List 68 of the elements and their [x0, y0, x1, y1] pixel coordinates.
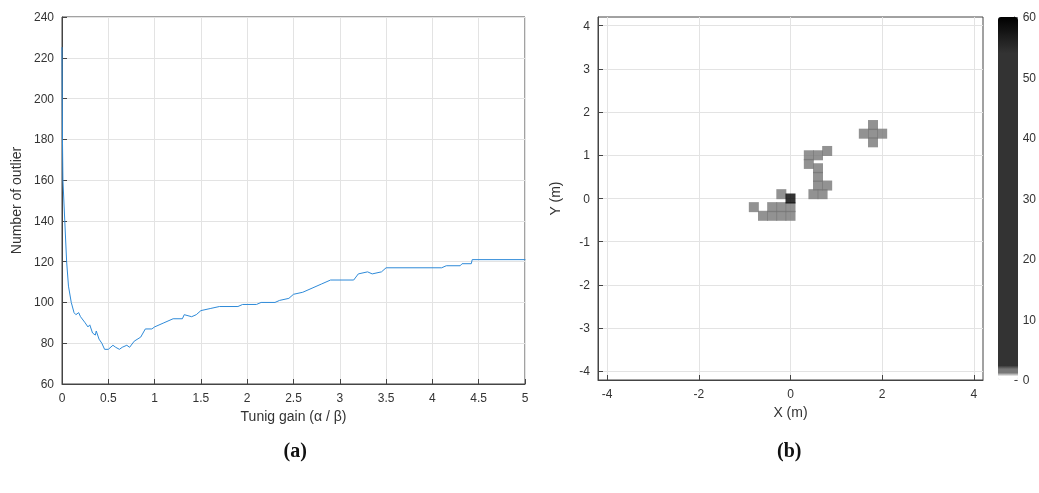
x-tick-label: -2 [693, 387, 705, 401]
point [785, 210, 796, 221]
point [776, 189, 787, 200]
point [776, 210, 787, 221]
x-axis-title: X (m) [773, 403, 808, 420]
x-tick-label: 0 [787, 387, 795, 401]
y-tick-label: 220 [33, 50, 55, 65]
point [785, 193, 796, 204]
y-tick-label: 80 [40, 336, 55, 351]
y-tick-label: -4 [579, 364, 591, 379]
point [817, 189, 828, 200]
x-tick-label: 0.5 [99, 391, 117, 405]
x-tick-label: 1.5 [192, 391, 210, 405]
x-tick-label: 0 [58, 391, 66, 405]
x-tick-label: 4 [970, 387, 978, 401]
y-tick-label: -3 [579, 321, 591, 336]
y-tick-label: 240 [33, 10, 55, 24]
text: (a) [283, 439, 307, 462]
x-tick-label: 4.5 [470, 391, 488, 405]
y-tick-label: 180 [33, 132, 55, 147]
point [808, 189, 819, 200]
x-axis-title: Tunig gain (α / β) [240, 407, 347, 424]
point [868, 120, 878, 131]
x-tick-label: 5 [521, 391, 529, 405]
color-bar-label: 20 [1022, 252, 1037, 266]
x-tick-label: 2 [243, 391, 251, 405]
color-bar-label: 0 [1022, 373, 1030, 387]
color-bar-label: 40 [1022, 131, 1037, 145]
y-tick-label: 2 [583, 105, 591, 120]
point [803, 158, 814, 169]
y-tick-label: 120 [33, 254, 55, 269]
y-tick-label: -1 [579, 234, 591, 249]
x-tick-label: 4 [429, 391, 437, 405]
y-tick-label: 3 [583, 61, 591, 76]
point [858, 128, 869, 139]
line-series [61, 47, 526, 350]
x-tick-label: 3.5 [377, 391, 395, 405]
y-axis-title: Y (m) [547, 181, 563, 216]
x-tick-label: 3 [336, 391, 344, 405]
y-tick-label: 160 [33, 173, 55, 188]
y-axis-title: Number of outlier [8, 146, 25, 255]
y-tick-label: 4 [583, 18, 591, 33]
x-tick-label: -4 [601, 387, 613, 401]
point [767, 202, 778, 213]
y-tick-label: 0 [583, 191, 591, 206]
y-tick-label: -2 [579, 277, 591, 292]
y-tick-label: 60 [40, 377, 55, 391]
y-tick-label: 140 [33, 213, 55, 228]
point [776, 202, 787, 213]
x-tick-label: 2 [878, 387, 886, 401]
x-tick-label: 2.5 [285, 391, 303, 405]
point [813, 150, 823, 161]
color-bar-label: 60 [1022, 10, 1037, 24]
point [758, 210, 768, 221]
point [822, 145, 833, 156]
color-bar-label: 50 [1022, 70, 1037, 85]
color-bar-label: 30 [1022, 191, 1037, 206]
point [868, 137, 878, 148]
y-tick-label: 100 [33, 295, 55, 310]
color-bar-label: 10 [1022, 312, 1037, 327]
point [813, 171, 823, 182]
point [748, 202, 759, 213]
point [877, 128, 888, 139]
text: (b) [777, 439, 802, 462]
x-tick-label: 1 [151, 391, 159, 405]
point [813, 163, 823, 174]
y-tick-label: 1 [583, 148, 591, 163]
y-tick-label: 200 [33, 91, 55, 106]
